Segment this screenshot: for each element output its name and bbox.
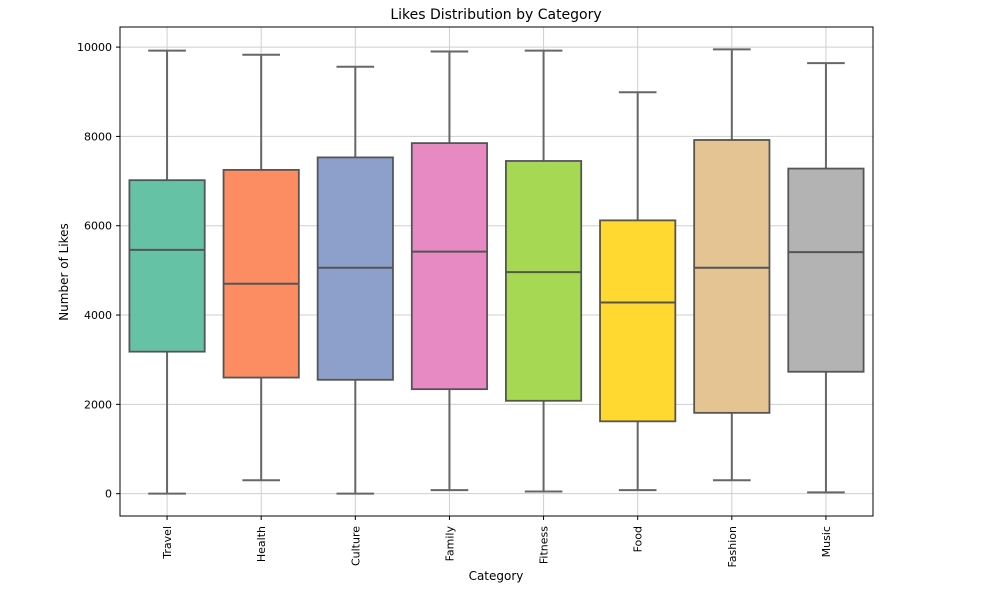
iqr-box <box>693 139 771 414</box>
plot-frame <box>119 26 874 517</box>
y-axis-label: Number of Likes <box>57 223 71 321</box>
y-tick-label: 2000 <box>84 398 112 411</box>
box-health <box>222 53 300 482</box>
iqr-box <box>787 167 865 373</box>
box-travel <box>128 49 206 495</box>
iqr-box <box>410 142 488 391</box>
y-ticks: 0 2000 4000 6000 8000 10000 <box>77 41 120 501</box>
x-tick-label: Fitness <box>538 526 551 564</box>
box-fashion <box>693 48 771 482</box>
x-tick-label: Music <box>820 526 833 557</box>
iqr-box <box>599 219 677 423</box>
x-tick-label: Travel <box>161 526 174 560</box>
box-culture <box>316 65 394 495</box>
x-tick-label: Fashion <box>726 526 739 568</box>
x-ticks: Travel Health Culture Family Fitness Food Fash… <box>161 516 833 568</box>
y-tick-label: 0 <box>105 488 112 501</box>
x-axis-label: Category <box>469 569 524 583</box>
y-tick-label: 6000 <box>84 220 112 233</box>
box-fitness <box>505 49 583 493</box>
x-tick-label: Culture <box>349 526 362 566</box>
x-tick-label: Food <box>632 526 645 552</box>
x-tick-label: Health <box>255 526 268 562</box>
chart-title: Likes Distribution by Category <box>390 7 601 23</box>
iqr-box <box>222 169 300 379</box>
y-tick-label: 10000 <box>77 41 112 54</box>
box-music <box>787 62 865 494</box>
y-tick-label: 8000 <box>84 130 112 143</box>
iqr-box <box>128 179 206 353</box>
iqr-box <box>505 160 583 402</box>
box-layer <box>128 48 865 495</box>
y-tick-label: 4000 <box>84 309 112 322</box>
box-family <box>410 50 488 492</box>
x-tick-label: Family <box>443 526 456 562</box>
box-food <box>599 91 677 492</box>
